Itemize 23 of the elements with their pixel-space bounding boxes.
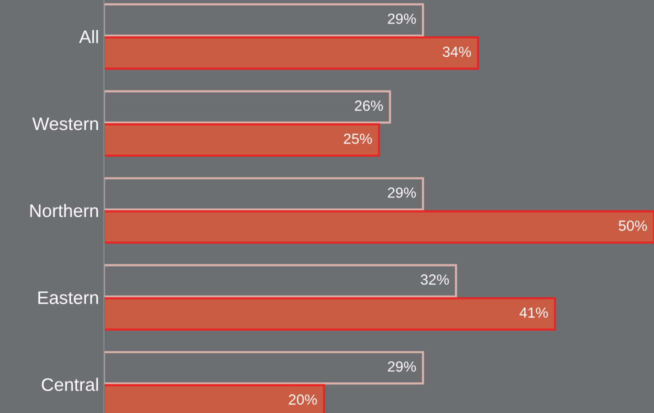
data-label: 26%	[354, 100, 383, 111]
bar	[104, 123, 380, 157]
y-tick-label: Western	[32, 118, 98, 130]
y-tick-label: All	[79, 30, 98, 44]
bar	[104, 177, 424, 211]
data-label: 25%	[344, 134, 372, 144]
data-label: 34%	[442, 46, 471, 57]
bar	[104, 3, 424, 37]
data-label: 29%	[388, 361, 416, 372]
data-label: 29%	[388, 187, 416, 198]
data-label: 20%	[288, 394, 317, 405]
data-label: 29%	[388, 14, 416, 24]
y-tick-label: Central	[42, 378, 98, 392]
bar	[104, 90, 392, 124]
y-tick-label: Northern	[30, 204, 98, 218]
data-label: 41%	[520, 308, 548, 318]
bar	[104, 210, 654, 244]
data-label: 50%	[618, 220, 647, 231]
bar	[104, 264, 458, 298]
bar	[104, 297, 556, 331]
data-label: 32%	[420, 274, 449, 285]
bar	[104, 36, 480, 70]
y-tick-label: Eastern	[38, 291, 98, 304]
